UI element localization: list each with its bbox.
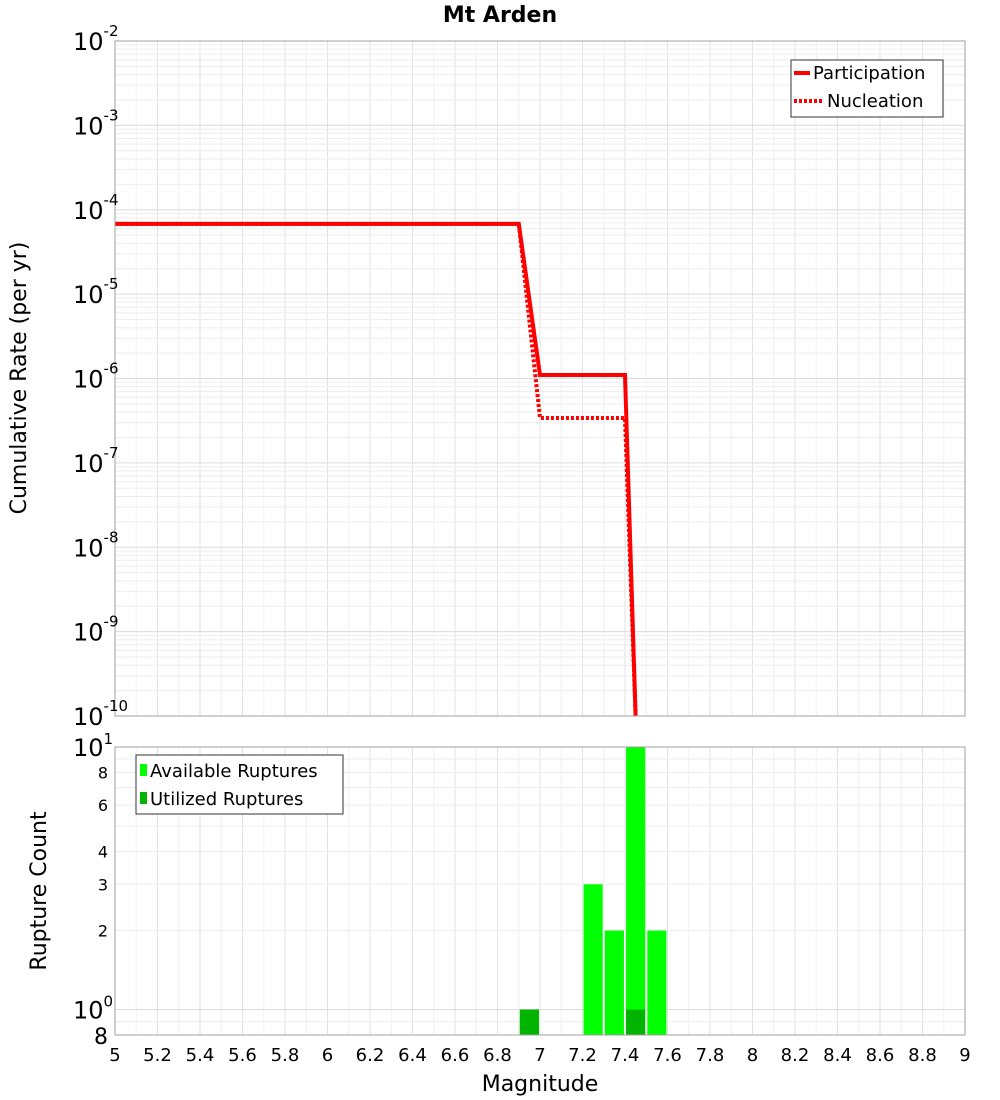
- x-tick-label: 7.2: [568, 1045, 597, 1066]
- y-tick-exponent: -5: [104, 275, 119, 293]
- rupture-plot-legend-box: [135, 754, 344, 815]
- rupture-plot-y-tick-label: 6: [98, 796, 108, 815]
- y-tick-base: 10: [73, 281, 104, 309]
- series-line-participation: [115, 221, 638, 717]
- rate-plot-series: [115, 221, 638, 717]
- y-tick-exponent: -2: [104, 22, 119, 40]
- rate-plot-legend-box: [790, 59, 944, 118]
- rate-plot-y-ticks: 10-210-310-410-510-610-710-810-910-10: [73, 22, 128, 731]
- chart-title: Mt Arden: [443, 3, 557, 28]
- rupture-plot-bars: [519, 747, 667, 1035]
- y-tick-base: 10: [73, 534, 104, 562]
- x-tick-label: 5.6: [228, 1045, 257, 1066]
- rate-plot-y-tick-label: 10-6: [73, 360, 119, 394]
- x-tick-label: 7: [534, 1045, 545, 1066]
- y-tick-base: 10: [73, 366, 104, 394]
- rate-plot-frame: [114, 40, 966, 717]
- x-tick-label: 7.4: [611, 1045, 640, 1066]
- rupture-plot-y-tick-label: 2: [98, 922, 108, 941]
- y-tick-exponent: -9: [104, 613, 119, 631]
- y-tick-base: 10: [73, 734, 104, 762]
- y-tick-exponent: -8: [104, 528, 119, 546]
- legend-label-available: Available Ruptures: [150, 761, 318, 782]
- x-tick-label: 7.8: [696, 1045, 725, 1066]
- bar-available-ruptures: [647, 930, 667, 1035]
- y-tick-exponent: 0: [104, 993, 114, 1011]
- rupture-plot-y-tick-label: 8: [94, 1025, 108, 1050]
- x-tick-label: 8.4: [823, 1045, 852, 1066]
- rate-plot-grid: [114, 41, 966, 717]
- x-tick-label: 6.4: [398, 1045, 427, 1066]
- rupture-plot-y-tick-label: 4: [98, 842, 108, 861]
- y-tick-exponent: 1: [104, 730, 114, 748]
- x-tick-label: 6: [322, 1045, 333, 1066]
- legend-label-utilized: Utilized Ruptures: [150, 789, 303, 810]
- x-tick-label: 5.2: [143, 1045, 172, 1066]
- rupture-plot-legend: Available Ruptures Utilized Ruptures: [135, 754, 344, 815]
- rate-plot-y-tick-label: 10-3: [73, 106, 119, 140]
- y-tick-exponent: -10: [104, 697, 129, 715]
- y-tick-exponent: -6: [104, 360, 119, 378]
- bar-utilized-ruptures: [519, 1009, 539, 1035]
- y-tick-base: 10: [73, 197, 104, 225]
- bar-available-ruptures: [583, 884, 603, 1035]
- x-tick-label: 8.8: [908, 1045, 937, 1066]
- y-tick-base: 10: [73, 619, 104, 647]
- x-tick-label: 9: [959, 1045, 970, 1066]
- y-tick-base: 10: [73, 450, 104, 478]
- x-tick-label: 5.8: [271, 1045, 300, 1066]
- x-tick-label: 5: [109, 1045, 120, 1066]
- x-tick-label: 6.8: [483, 1045, 512, 1066]
- rate-plot-legend: Participation Nucleation: [790, 59, 944, 118]
- y-tick-base: 10: [73, 28, 104, 56]
- bar-available-ruptures: [604, 930, 624, 1035]
- legend-swatch-utilized: [140, 792, 147, 804]
- rate-plot-y-tick-label: 10-8: [73, 528, 119, 562]
- x-tick-label: 8.2: [781, 1045, 810, 1066]
- rupture-plot-x-ticks: 5 5.2 5.4 5.6 5.8 6 6.2 6.4 6.6 6.8 7 7.2 7.4 7.6 7.8 8…: [109, 1045, 970, 1066]
- y-tick-exponent: -4: [104, 191, 119, 209]
- rate-plot-y-tick-label: 10-7: [73, 444, 119, 478]
- legend-label-nucleation: Nucleation: [827, 91, 923, 112]
- x-tick-label: 7.6: [653, 1045, 682, 1066]
- rate-plot-y-tick-label: 10-9: [73, 613, 119, 647]
- rate-plot-y-tick-label: 10-5: [73, 275, 119, 309]
- rupture-plot-y-major-tick-label: 100: [73, 993, 113, 1025]
- rate-plot-y-tick-label: 10-2: [73, 22, 119, 56]
- rupture-plot-y-major-tick-label: 101: [73, 730, 113, 762]
- y-tick-base: 10: [73, 997, 104, 1025]
- y-tick-exponent: -7: [104, 444, 119, 462]
- x-tick-label: 5.4: [186, 1045, 215, 1066]
- legend-swatch-available: [140, 764, 147, 776]
- y-tick-exponent: -3: [104, 106, 119, 124]
- bar-available-ruptures: [626, 747, 646, 1035]
- rate-plot: 10-210-310-410-510-610-710-810-910-10 Cu…: [7, 22, 966, 731]
- x-tick-label: 8.6: [866, 1045, 895, 1066]
- x-tick-label: 6.6: [441, 1045, 470, 1066]
- legend-label-participation: Participation: [813, 63, 925, 84]
- rate-plot-y-label: Cumulative Rate (per yr): [7, 242, 32, 515]
- rupture-plot-y-label: Rupture Count: [27, 811, 52, 971]
- y-tick-base: 10: [73, 703, 104, 731]
- x-axis-label: Magnitude: [482, 1072, 599, 1097]
- x-tick-label: 8: [747, 1045, 758, 1066]
- y-tick-base: 10: [73, 112, 104, 140]
- rupture-plot-frame: [114, 746, 966, 1036]
- rate-plot-y-tick-label: 10-10: [73, 697, 128, 731]
- rate-plot-y-tick-label: 10-4: [73, 191, 119, 225]
- rupture-plot-y-tick-label: 3: [98, 875, 108, 894]
- x-tick-label: 6.2: [356, 1045, 385, 1066]
- rupture-plot-y-tick-label: 8: [98, 763, 108, 782]
- bar-utilized-ruptures: [626, 1009, 646, 1035]
